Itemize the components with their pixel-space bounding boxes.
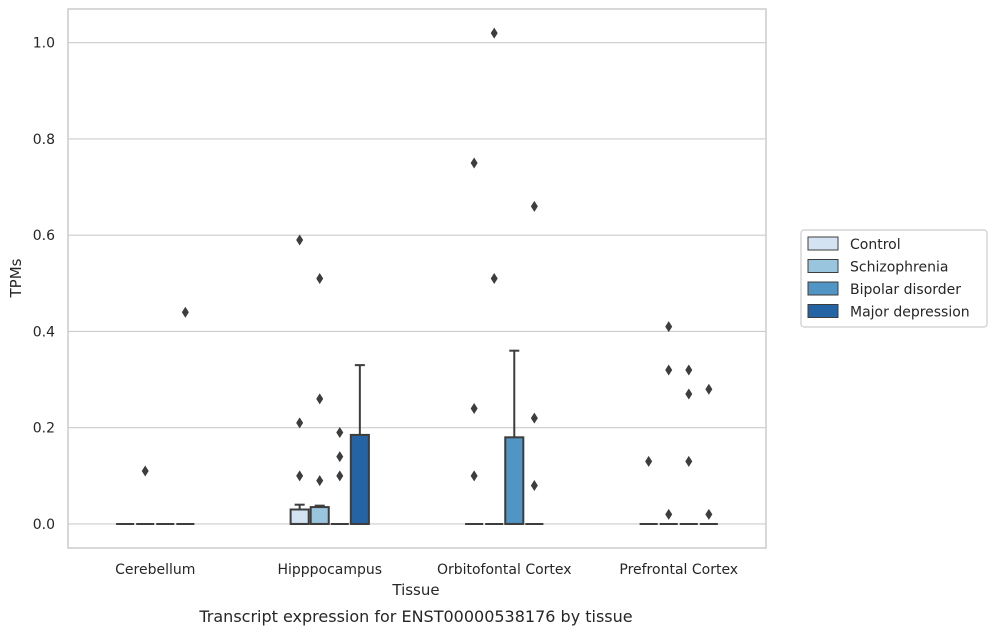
x-tick-label: Hipppocampus	[277, 562, 382, 578]
legend-label: Control	[850, 237, 901, 253]
legend-frame	[800, 229, 988, 328]
y-axis-ticks: 0.0 0.2 0.4 0.6 0.8 1.0	[33, 36, 55, 533]
outlier-point	[665, 508, 673, 520]
outlier-point	[530, 479, 538, 491]
y-axis-label: TPMs	[7, 258, 25, 298]
y-tick-label: 1.0	[33, 36, 55, 52]
legend: Control Schizophrenia Bipolar disorder Majo…	[800, 229, 988, 328]
x-tick-label: Orbitofontal Cortex	[437, 562, 572, 578]
y-tick-label: 0.6	[33, 228, 55, 244]
outlier-point	[470, 470, 478, 482]
outlier-point	[141, 465, 149, 477]
outlier-point	[645, 455, 653, 467]
outlier-point	[490, 273, 498, 284]
outlier-point	[316, 273, 324, 284]
outlier-point	[296, 470, 304, 482]
plot-marks	[116, 27, 718, 525]
x-tick-label: Prefrontal Cortex	[619, 562, 738, 578]
y-tick-label: 0.2	[33, 421, 55, 437]
outlier-point	[336, 427, 344, 438]
outlier-point	[665, 321, 673, 333]
x-axis-ticks: Cerebellum Hipppocampus Orbitofontal Corte…	[115, 562, 738, 578]
outlier-point	[316, 475, 324, 487]
legend-swatch	[807, 304, 839, 318]
legend-swatch	[807, 281, 839, 296]
outlier-point	[705, 508, 713, 520]
outlier-point	[665, 364, 673, 376]
box	[289, 508, 310, 525]
legend-swatch	[807, 236, 839, 251]
box	[309, 506, 330, 525]
outlier-point	[296, 417, 304, 429]
outlier-point	[470, 402, 478, 414]
outlier-point	[336, 451, 344, 463]
grid-lines	[68, 42, 766, 525]
box	[504, 436, 525, 525]
box	[349, 433, 370, 525]
outlier-point	[530, 412, 538, 424]
x-axis-label: Tissue	[391, 581, 439, 599]
outlier-point	[705, 383, 713, 395]
chart-title: Transcript expression for ENST0000053817…	[198, 607, 632, 626]
legend-label: Major depression	[850, 305, 970, 321]
outlier-point	[296, 234, 304, 246]
y-tick-label: 0.4	[33, 324, 55, 340]
plot-frame	[67, 8, 767, 549]
outlier-point	[470, 157, 478, 169]
legend-swatch	[807, 259, 839, 273]
outlier-point	[685, 455, 693, 467]
y-tick-label: 0.8	[33, 132, 55, 148]
outlier-point	[530, 200, 538, 212]
legend-label: Bipolar disorder	[850, 282, 961, 298]
legend-label: Schizophrenia	[850, 260, 948, 276]
outlier-point	[316, 393, 324, 405]
y-tick-label: 0.0	[33, 517, 55, 533]
outlier-point	[336, 470, 344, 482]
outlier-point	[685, 364, 693, 376]
x-tick-label: Cerebellum	[115, 562, 195, 578]
outlier-point	[685, 388, 693, 400]
outlier-point	[181, 306, 189, 318]
outlier-point	[490, 27, 498, 39]
